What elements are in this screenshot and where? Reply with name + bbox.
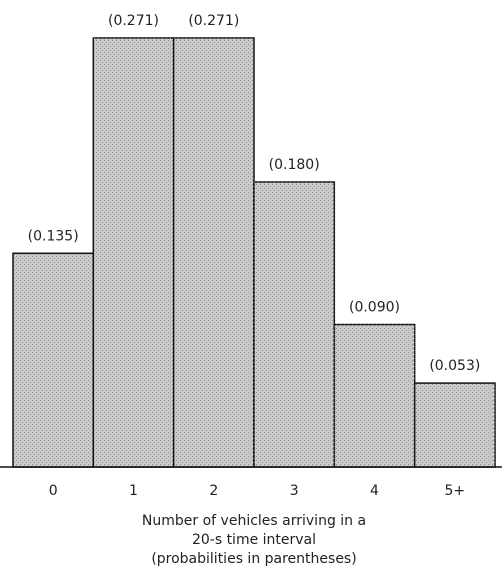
value-label: (0.135): [28, 228, 79, 244]
value-label: (0.271): [108, 13, 159, 29]
bar: [333, 323, 416, 468]
x-tick-label: 0: [49, 483, 58, 499]
x-tick-label: 1: [129, 483, 138, 499]
x-tick-label: 2: [209, 483, 218, 499]
bar: [172, 37, 255, 468]
x-tick-label: 4: [370, 483, 379, 499]
bar: [413, 382, 496, 468]
x-axis-label: 20-s time interval: [192, 532, 316, 548]
value-label: (0.180): [269, 157, 320, 173]
value-label: (0.053): [429, 358, 480, 374]
x-axis-label: Number of vehicles arriving in a: [142, 513, 366, 529]
bar: [12, 252, 95, 468]
bar: [92, 37, 175, 468]
bar: [253, 181, 336, 468]
value-label: (0.271): [188, 13, 239, 29]
x-tick-label: 5+: [445, 483, 466, 499]
x-axis-label: (probabilities in parentheses): [151, 551, 356, 567]
x-tick-label: 3: [290, 483, 299, 499]
value-label: (0.090): [349, 300, 400, 316]
